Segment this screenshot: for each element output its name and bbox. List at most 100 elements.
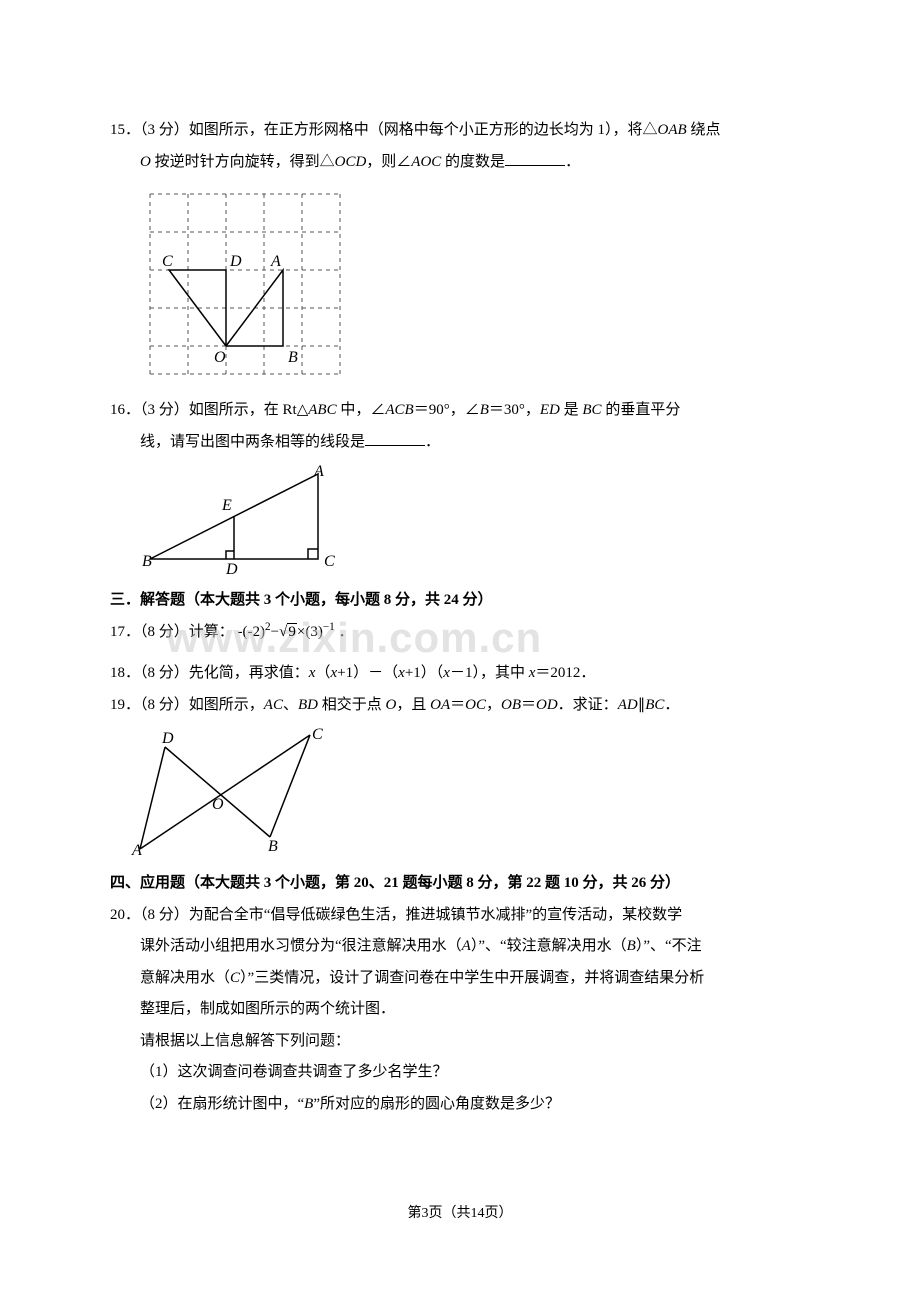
q16-ed: ED — [540, 402, 560, 418]
q16-blank — [365, 431, 425, 446]
q18-minus1: －1），其中 — [450, 665, 529, 681]
q16-label-c: C — [324, 553, 335, 570]
q20-sub2-wrap: （2）在扇形统计图中，“B”所对应的扇形的圆心角度数是多少？ — [110, 1089, 810, 1121]
q20-b: B — [627, 938, 636, 954]
q16-text7: ． — [425, 434, 440, 450]
q15-label-d: D — [229, 253, 242, 270]
q15-blank — [505, 151, 565, 166]
footer-prefix: 第 — [408, 1206, 422, 1221]
q16-b: B — [480, 402, 489, 418]
q19-svg: A D C B O — [130, 727, 330, 857]
q15-text2: 绕点 — [687, 122, 721, 138]
q15-aoc: AOC — [411, 154, 441, 170]
question-16: 16．（3 分）如图所示，在 Rt△ABC 中，∠ACB＝90°，∠B＝30°，… — [110, 395, 810, 458]
q19-text6: ．求证： — [558, 697, 618, 713]
q18-text1: 先化简，再求值： — [189, 665, 309, 681]
footer-mid: 页（共 — [429, 1206, 471, 1221]
q15-number: 15． — [110, 122, 140, 138]
q16-text1: 如图所示，在 Rt△ — [189, 402, 308, 418]
q20-sub2: （2）在扇形统计图中，“ — [140, 1096, 304, 1112]
q16-text5: 是 — [560, 402, 583, 418]
q19-o: O — [386, 697, 397, 713]
q15-ocd: OCD — [335, 154, 367, 170]
q15-label-b: B — [288, 349, 298, 366]
q20-line2: 课外活动小组把用水习惯分为“很注意解决用水（ — [140, 938, 462, 954]
q16-text6b: 线，请写出图中两条相等的线段是 — [140, 434, 365, 450]
q15-svg: C D A O B — [140, 184, 350, 384]
q20-line3: 意解决用水（ — [140, 970, 230, 986]
q18-plus1a: +1） — [337, 665, 368, 681]
page-footer: 第3页（共14页） — [0, 1202, 920, 1222]
q15-oab: OAB — [658, 122, 687, 138]
q19-label-a: A — [131, 842, 142, 857]
q16-abc: ABC — [308, 402, 336, 418]
q16-svg: A B C D E — [140, 464, 350, 574]
q15-points: （3 分） — [140, 122, 189, 138]
q20-number: 20． — [110, 907, 140, 923]
q18-eq2012: ＝2012． — [535, 665, 595, 681]
q20-line2b: ）”、“较注意解决用水（ — [471, 938, 627, 954]
q17-sqrt: 9 — [279, 617, 297, 649]
q16-text2: 中，∠ — [337, 402, 386, 418]
q16-label-a: A — [313, 464, 324, 480]
q19-bd: BD — [298, 697, 318, 713]
q20-sub2b: ”所对应的扇形的圆心角度数是多少？ — [313, 1096, 560, 1112]
q17-times: ×(3) — [297, 624, 323, 640]
q20-b2: B — [304, 1096, 313, 1112]
q20-line2c: ）”、“不注 — [636, 938, 702, 954]
q19-text7: ． — [664, 697, 679, 713]
q16-figure: A B C D E — [140, 464, 810, 579]
q15-label-c: C — [162, 253, 173, 270]
q19-text3: 相交于点 — [318, 697, 386, 713]
section-3-title: 三．解答题（本大题共 3 个小题，每小题 8 分，共 24 分） — [110, 585, 810, 617]
q19-oa: OA — [430, 697, 450, 713]
q19-ad: AD — [618, 697, 638, 713]
q18-p1: （ — [315, 665, 330, 681]
q17-expr: -(-2)2−9×(3)−1 — [238, 624, 339, 640]
q16-number: 16． — [110, 402, 140, 418]
q18-xm1: x — [443, 665, 450, 681]
q18-minus: －（ — [368, 665, 398, 681]
q15-line2: O 按逆时针方向旋转，得到△OCD，则∠AOC 的度数是． — [110, 147, 810, 179]
q18-plus1b: +1）（ — [405, 665, 443, 681]
q19-eq2: ＝ — [521, 697, 536, 713]
q16-bc: BC — [582, 402, 601, 418]
q16-text4: ＝30°， — [489, 402, 540, 418]
q19-label-c: C — [312, 727, 323, 743]
document-page: 15．（3 分）如图所示，在正方形网格中（网格中每个小正方形的边长均为 1），将… — [0, 0, 920, 1302]
q15-label-a: A — [270, 253, 281, 270]
q20-l5: 请根据以上信息解答下列问题： — [110, 1026, 810, 1058]
q19-points: （8 分） — [140, 697, 189, 713]
q16-label-b: B — [142, 553, 152, 570]
question-19: 19．（8 分）如图所示，AC、BD 相交于点 O，且 OA＝OC，OB＝OD．… — [110, 690, 810, 722]
q16-label-e: E — [221, 497, 232, 514]
q19-bc2: BC — [645, 697, 664, 713]
footer-suffix: 页） — [485, 1206, 513, 1221]
q15-text1: 如图所示，在正方形网格中（网格中每个小正方形的边长均为 1），将△ — [189, 122, 658, 138]
q19-ac: AC — [264, 697, 283, 713]
q20-l4: 整理后，制成如图所示的两个统计图． — [110, 994, 810, 1026]
question-17: 17．（8 分）计算： -(-2)2−9×(3)−1 ． — [110, 617, 810, 649]
question-18: 18．（8 分）先化简，再求值：x（x+1）－（x+1）（x－1），其中 x＝2… — [110, 658, 810, 690]
q19-ob: OB — [501, 697, 521, 713]
q19-label-d: D — [161, 730, 174, 747]
q17-neg: -(-2) — [238, 624, 265, 640]
q16-label-d: D — [225, 561, 238, 574]
q19-text5: ， — [486, 697, 501, 713]
q15-label-o: O — [214, 349, 226, 366]
q20-l2: 课外活动小组把用水习惯分为“很注意解决用水（A）”、“较注意解决用水（B）”、“… — [110, 931, 810, 963]
q20-c: C — [230, 970, 240, 986]
q20-line3b: ）”三类情况，设计了调查问卷在中学生中开展调查，并将调查结果分析 — [240, 970, 704, 986]
q18-xp1b: x — [398, 665, 405, 681]
q15-text3: 按逆时针方向旋转，得到△ — [151, 154, 335, 170]
q16-acb: ACB — [385, 402, 413, 418]
section-4-title: 四、应用题（本大题共 3 个小题，第 20、21 题每小题 8 分，第 22 题… — [110, 868, 810, 900]
q20-points: （8 分） — [140, 907, 189, 923]
q20-line1: 为配合全市“倡导低碳绿色生活，推进城镇节水减排”的宣传活动，某校数学 — [189, 907, 682, 923]
q19-label-o: O — [212, 796, 224, 813]
q17-points: （8 分） — [140, 624, 189, 640]
q20-sub1: （1）这次调查问卷调查共调查了多少名学生？ — [110, 1057, 810, 1089]
q20-l3: 意解决用水（C）”三类情况，设计了调查问卷在中学生中开展调查，并将调查结果分析 — [110, 963, 810, 995]
q19-number: 19． — [110, 697, 140, 713]
footer-total: 14 — [471, 1206, 485, 1221]
